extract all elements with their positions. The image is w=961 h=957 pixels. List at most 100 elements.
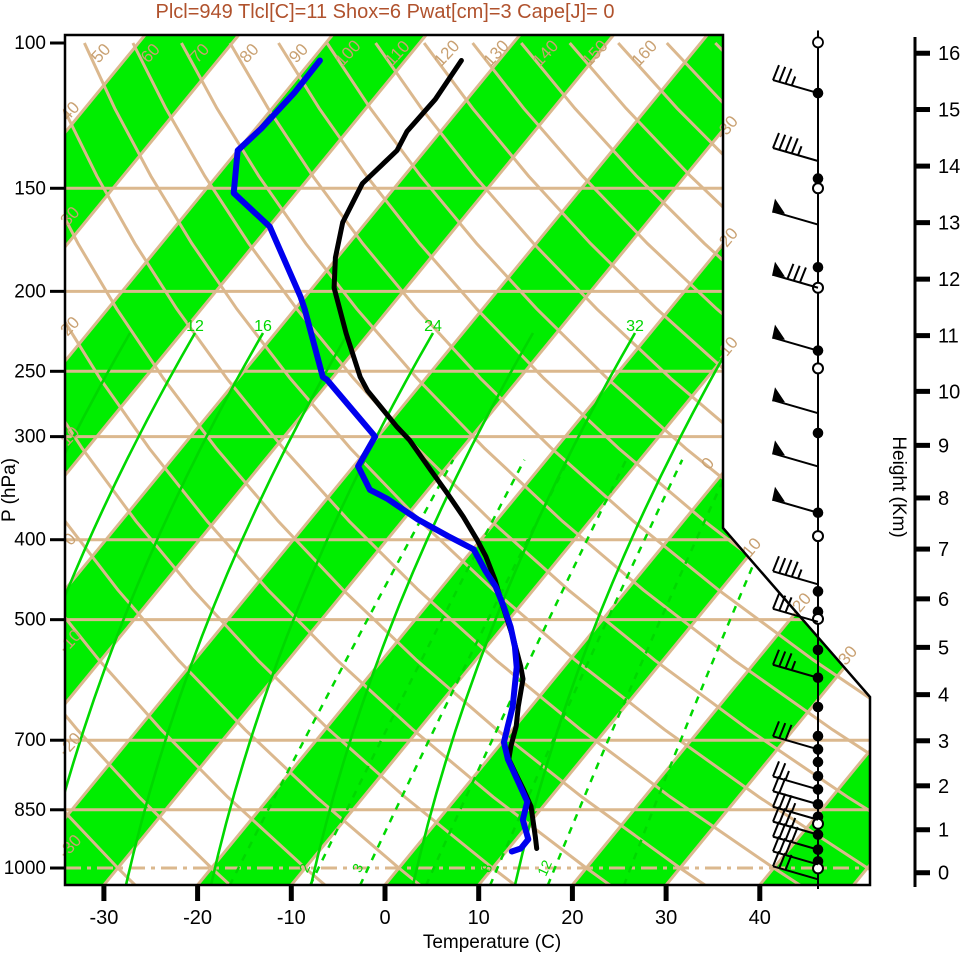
moist-adiabat [65,332,132,885]
dry-adiabat-top-label: 160 [628,36,661,70]
pressure-tick-label: 400 [14,530,46,551]
mixing-ratio-label: 12 [534,857,555,878]
pressure-tick-label: 700 [14,730,46,751]
height-tick-label: 16 [938,43,960,65]
wind-barb [772,324,819,352]
dewpoint-curve [230,57,532,855]
dry-adiabat-left-label: 20 [57,313,84,340]
moist-adiabat [309,332,535,885]
station-dot [812,701,824,713]
station-circle [812,862,824,875]
pressure-tick-label: 850 [14,800,46,821]
pressure-tick-label: 300 [14,427,46,448]
isotherm-right-label: 20 [788,589,815,616]
isotherm [290,35,870,885]
wind-barb [772,387,819,415]
wind-barb [772,836,819,866]
wind-barb [772,850,819,881]
green-band [65,35,801,885]
mixing-ratio-line [308,459,526,885]
moist-adiabat [124,332,350,885]
wind-barb [772,775,819,806]
station-dot [812,756,824,768]
wind-barb [772,440,819,468]
pressure-tick-label: 150 [14,178,46,199]
temperature-tick-label: 40 [749,907,771,929]
station-circle [812,817,824,830]
temperature-tick-label: -10 [277,907,306,929]
pressure-axis-title: P (hPa) [0,458,20,522]
moist-adiabat [209,332,435,885]
wind-barb [772,649,819,679]
height-axis-title: Height (Km) [888,436,909,537]
height-tick-label: 14 [938,156,960,178]
height-tick-label: 13 [938,213,960,235]
mixing-ratio-line [228,459,455,885]
height-tick-label: 9 [938,435,949,457]
station-dot [812,644,824,656]
station-dot [812,427,824,439]
pressure-tick-label: 500 [14,610,46,631]
temperature-tick-label: 0 [379,907,390,929]
isotherm [571,35,870,885]
dry-adiabat [65,42,327,885]
station-dot [812,507,824,519]
station-dot [812,770,824,782]
height-tick-label: 7 [938,539,949,561]
isotherm [65,35,240,885]
moist-adiabat-label: 12 [186,318,204,335]
height-tick-label: 10 [938,381,960,403]
height-tick-label: 6 [938,589,949,611]
green-band [65,35,614,885]
isotherm [664,35,870,885]
pressure-tick-label: 100 [14,33,46,54]
temperature-tick-label: -30 [89,907,118,929]
moist-adiabat [65,332,197,885]
wind-barb [772,806,819,836]
wind-barb [772,791,819,821]
moist-adiabat [65,332,265,885]
mixing-ratio-line [488,459,684,885]
height-tick-label: 5 [938,637,949,659]
moist-adiabat-lines [65,332,739,885]
height-tick-label: 15 [938,100,960,122]
dry-adiabat [65,42,232,885]
temperature-tick-label: 10 [468,907,490,929]
height-tick-label: 1 [938,820,949,842]
isotherm [65,35,615,885]
station-circle [812,182,824,195]
wind-barb [772,821,819,851]
pressure-axis: 100 150 200 250 300 400 500 700 850 1000 P (hPa) [0,33,64,879]
station-dot [812,173,824,184]
dry-adiabat [65,42,612,885]
station-dot [812,261,824,273]
mixing-ratio-line [546,459,734,885]
wind-barb [772,64,819,95]
dry-adiabat [65,42,422,885]
wind-barb [772,132,819,162]
isotherm [65,35,334,885]
station-circle [812,362,824,375]
green-band [65,35,427,885]
wind-barb [772,720,819,751]
wind-barb [772,761,819,791]
mixing-ratio-line [424,459,628,885]
isotherm [65,35,521,885]
height-tick-label: 2 [938,776,949,798]
wind-barb-column [772,30,824,889]
height-tick-label: 12 [938,269,960,291]
moist-adiabat-label: 16 [254,318,272,335]
dry-adiabat [65,42,517,885]
temperature-tick-label: 30 [655,907,677,929]
wind-barb [772,593,819,623]
height-tick-label: 8 [938,488,949,510]
isotherm-lines [65,35,870,885]
station-circle [812,530,824,543]
wind-barb [772,261,819,289]
moist-adiabat-label: 32 [626,318,644,335]
pressure-tick-label: 1000 [4,858,46,879]
station-dot [812,730,824,742]
